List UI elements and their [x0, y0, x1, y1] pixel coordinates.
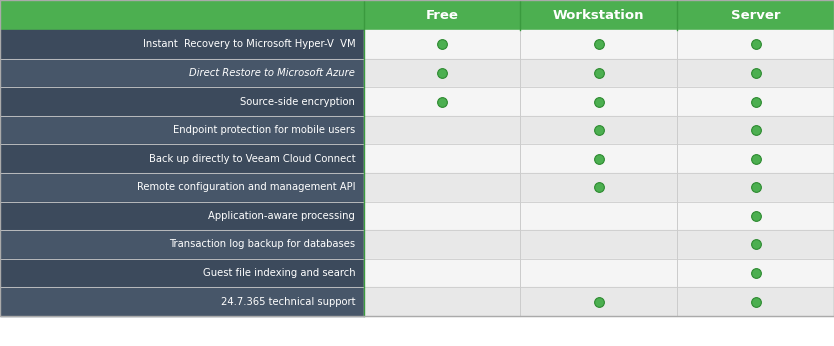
Text: Guest file indexing and search: Guest file indexing and search	[203, 268, 355, 278]
Bar	[364, 259, 520, 287]
Bar	[677, 230, 834, 259]
Bar	[0, 287, 364, 316]
Text: Instant  Recovery to Microsoft Hyper-V  VM: Instant Recovery to Microsoft Hyper-V VM	[143, 39, 355, 49]
Bar	[364, 87, 520, 116]
Bar	[677, 202, 834, 230]
Bar	[364, 0, 520, 30]
Bar	[520, 287, 677, 316]
Bar	[677, 30, 834, 59]
Text: Application-aware processing: Application-aware processing	[208, 211, 355, 221]
Bar	[520, 30, 677, 59]
Bar	[677, 144, 834, 173]
Bar	[364, 230, 520, 259]
Bar	[677, 287, 834, 316]
Bar	[364, 116, 520, 144]
Bar	[520, 144, 677, 173]
Bar	[364, 202, 520, 230]
Text: Workstation: Workstation	[553, 9, 645, 21]
Bar	[0, 144, 364, 173]
Bar	[0, 0, 364, 30]
Bar	[0, 259, 364, 287]
Text: Server: Server	[731, 9, 781, 21]
Text: Free: Free	[425, 9, 459, 21]
Text: Back up directly to Veeam Cloud Connect: Back up directly to Veeam Cloud Connect	[148, 154, 355, 164]
Bar	[677, 116, 834, 144]
Bar	[677, 0, 834, 30]
Text: Remote configuration and management API: Remote configuration and management API	[137, 182, 355, 192]
Bar	[677, 87, 834, 116]
Bar	[0, 230, 364, 259]
Bar	[364, 30, 520, 59]
Bar	[0, 116, 364, 144]
Text: 24.7.365 technical support: 24.7.365 technical support	[221, 297, 355, 307]
Text: Direct Restore to Microsoft Azure: Direct Restore to Microsoft Azure	[189, 68, 355, 78]
Bar	[520, 116, 677, 144]
Bar	[364, 144, 520, 173]
Text: Endpoint protection for mobile users: Endpoint protection for mobile users	[173, 125, 355, 135]
Bar	[364, 173, 520, 202]
Bar	[364, 59, 520, 87]
Bar	[0, 59, 364, 87]
Bar	[364, 287, 520, 316]
Bar	[677, 59, 834, 87]
Text: Source-side encryption: Source-side encryption	[240, 97, 355, 107]
Text: Transaction log backup for databases: Transaction log backup for databases	[169, 239, 355, 249]
Bar	[520, 259, 677, 287]
Bar	[520, 87, 677, 116]
Bar	[677, 173, 834, 202]
Bar	[520, 202, 677, 230]
Bar	[520, 173, 677, 202]
Bar	[520, 59, 677, 87]
Bar	[0, 202, 364, 230]
Bar	[0, 30, 364, 59]
Bar	[677, 259, 834, 287]
Bar	[520, 230, 677, 259]
Bar	[0, 173, 364, 202]
Bar	[0, 87, 364, 116]
Bar	[520, 0, 677, 30]
